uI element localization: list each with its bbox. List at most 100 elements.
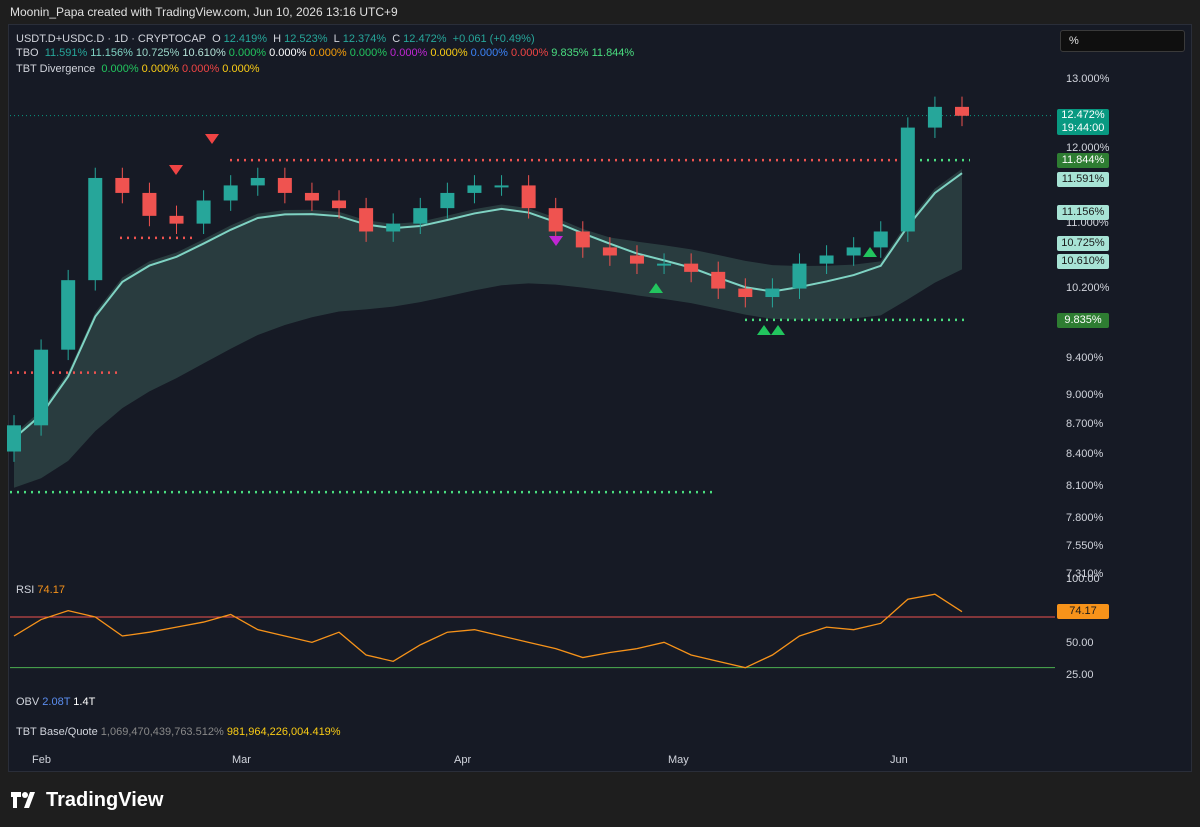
candle-body [196,200,211,224]
price-tick: 8.400% [1066,448,1104,461]
candle-body [359,208,374,232]
symbol-name: USDT.D+USDC.D · 1D · CRYPTOCAP [16,33,206,45]
legend-value: 0.000% [101,63,139,75]
candle-body [873,231,888,248]
sell-signal-icon [169,165,183,175]
candle-body [792,263,807,289]
price-tag: 10.610% [1057,253,1109,269]
price-tag-value: 11.156% [1061,205,1105,218]
price-tick: 13.000% [1066,73,1110,85]
legend-value: 0.000% [470,47,508,59]
price-tag-countdown: 19:44:00 [1061,121,1105,134]
candle-body [629,255,644,264]
candle-body [955,106,969,116]
legend-value: 0.000% [181,63,220,75]
candle-body [494,185,509,188]
candle-body [277,177,292,193]
attribution: Moonin_Papa created with TradingView.com… [0,0,1200,24]
price-tag: 11.156% [1057,204,1109,220]
candle-body [846,247,861,256]
legend-value: 0.000% [430,47,468,59]
rsi-tick: 50.00 [1066,637,1094,649]
candle-body [900,127,915,232]
candle-body [467,185,482,193]
candle-body [88,177,103,281]
legend-value: 11.844% [591,47,635,59]
price-tick: 7.310% [1066,568,1104,580]
price-tick: 10.200% [1066,281,1110,294]
price-tag-value: 10.610% [1061,254,1105,267]
tbt-base-value-1: 1,069,470,439,763.512% [100,726,224,738]
legend-value: 0.000% [349,47,388,59]
candle-body [819,255,834,264]
price-tick: 8.700% [1066,418,1104,431]
candle-body [413,208,428,224]
candle-body [738,288,753,298]
candle-body [61,280,76,350]
candle-body [684,263,699,272]
candle-body [657,263,672,266]
legend-value: 10.610% [182,47,226,59]
candle-body [169,215,184,224]
chart-panel[interactable] [8,24,1192,772]
price-tick: 11.000% [1066,216,1109,229]
candle-body [765,288,780,298]
price-tick: 9.400% [1066,351,1104,364]
tbo-legend: TBO 11.591% 11.156% 10.725% 10.610% 0.000% 0.… [16,46,640,60]
rsi-line [13,593,963,669]
price-tick: 7.550% [1066,540,1104,553]
scale-mode-box[interactable]: % [1060,30,1185,52]
low-value: 12.374% [342,33,387,45]
candle-body [927,106,942,128]
brand-name: TradingView [46,788,164,811]
price-tick: 8.100% [1066,479,1104,492]
price-tag: 10.725% [1057,236,1109,252]
rsi-value: 74.17 [37,584,65,596]
obv-value-2: 1.4T [73,696,96,708]
candle-body [223,185,238,201]
buy-signal-icon [757,325,771,335]
legend-value: 0.000% [269,47,307,59]
candle-body [34,349,49,426]
open-value: 12.419% [223,33,268,45]
close-value: 12.472% [403,33,447,45]
candle-body [250,177,265,186]
candle-body [142,192,157,216]
rsi-price-tag: 74.17 [1057,604,1109,619]
tbt-divergence-legend: TBT Divergence 0.000% 0.000% 0.000% 0.000% [16,62,266,76]
high-value: 12.523% [284,33,328,45]
time-label: Jun [890,754,908,766]
legend-value: 0.000% [141,63,179,75]
price-tag-value: 12.472% [1061,108,1105,121]
price-tag: 11.844% [1057,153,1109,169]
price-tag-value: 10.725% [1061,237,1105,250]
legend-value: 0.000% [510,47,549,59]
buy-signal-icon [649,283,663,293]
buy-signal-icon [863,247,877,257]
change-value: +0.061 (+0.49%) [452,33,535,45]
candle-body [602,247,617,256]
tradingview-logo-icon [11,792,35,808]
tbt-base-value-2: 981,964,226,004.419% [226,726,341,738]
rsi-legend: RSI 74.17 [16,584,65,596]
candle-body [521,185,536,209]
price-tag-value: 9.835% [1064,313,1102,326]
legend-value: 0.000% [222,63,260,75]
legend-value: 0.000% [390,47,428,59]
candle-body [386,223,401,232]
candle-body [711,271,726,289]
legend-value: 10.725% [135,47,180,59]
price-tick: 7.800% [1066,512,1104,525]
price-tag-value: 11.844% [1061,154,1105,167]
candle-body [575,231,590,248]
tradingview-logo[interactable]: TradingView [10,788,163,812]
rsi-tick: 25.00 [1066,669,1094,681]
legend-value: 0.000% [309,47,347,59]
rsi-tick: 100.00 [1066,573,1100,585]
ma-cloud [14,168,962,488]
symbol-legend: USDT.D+USDC.D · 1D · CRYPTOCAP O 12.419% … [16,33,535,45]
sell-signal-icon [205,134,219,144]
price-tag: 9.835% [1057,312,1109,328]
price-tag: 11.591% [1057,171,1109,187]
